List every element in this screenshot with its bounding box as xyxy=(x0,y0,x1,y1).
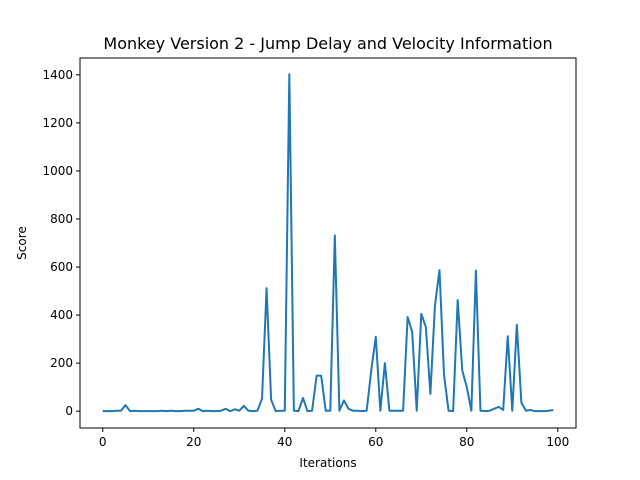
plot-frame xyxy=(79,57,577,429)
x-tick-label: 60 xyxy=(368,435,383,449)
x-tick-label: 80 xyxy=(459,435,474,449)
y-tick-label: 600 xyxy=(50,260,73,274)
x-axis-label: Iterations xyxy=(299,456,356,470)
y-axis: 0 200 400 600 800 1000 1200 1400 xyxy=(42,68,80,418)
y-tick-label: 200 xyxy=(50,356,73,370)
y-tick-label: 400 xyxy=(50,308,73,322)
x-tick-label: 0 xyxy=(99,435,107,449)
x-tick-label: 40 xyxy=(277,435,292,449)
series-layer xyxy=(102,73,554,413)
y-tick-label: 0 xyxy=(65,404,73,418)
x-axis: 0 20 40 60 80 100 xyxy=(99,428,569,449)
y-tick-label: 800 xyxy=(50,212,73,226)
chart-title: Monkey Version 2 - Jump Delay and Veloci… xyxy=(103,34,552,53)
x-tick-label: 20 xyxy=(186,435,201,449)
x-tick-label: 100 xyxy=(546,435,569,449)
y-tick-label: 1400 xyxy=(42,68,73,82)
y-tick-label: 1000 xyxy=(42,164,73,178)
y-axis-label: Score xyxy=(15,226,29,260)
y-tick-label: 1200 xyxy=(42,116,73,130)
series-line xyxy=(102,73,554,413)
